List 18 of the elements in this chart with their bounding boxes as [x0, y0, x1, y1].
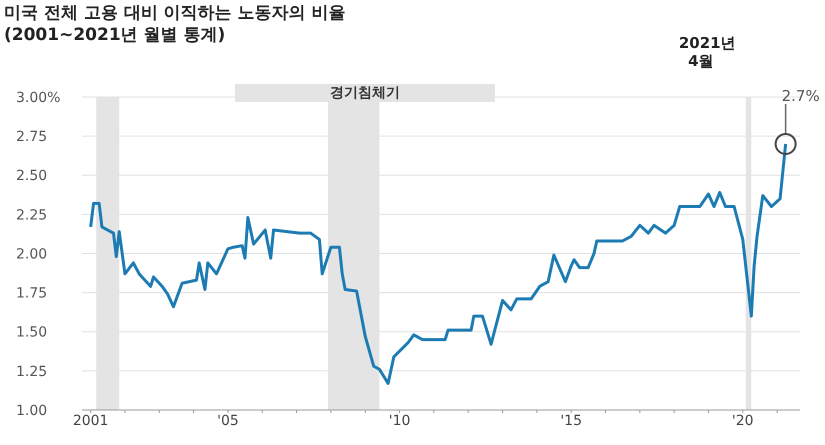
y-tick-label: 1.75	[16, 286, 48, 302]
x-tick-label: 2001	[72, 412, 108, 429]
y-tick-label: 2.50	[16, 168, 48, 184]
y-tick-label: 2.75	[16, 129, 48, 146]
chart-title: 미국 전체 고용 대비 이직하는 노동자의 비율	[4, 2, 346, 24]
y-tick-label: 1.25	[16, 364, 48, 380]
annotation: 2.7%	[782, 86, 820, 105]
y-tick-label: 1.50	[16, 324, 48, 341]
y-tick-label: 2.00	[16, 246, 48, 262]
chart-subtitle: (2001~2021년 월별 통계)	[4, 24, 226, 46]
y-tick-label: 2.25	[16, 207, 48, 224]
text: 2021년 4월	[678, 34, 736, 70]
y-tick-label: 3.00%	[16, 90, 60, 106]
x-tick-label: '15	[560, 412, 582, 429]
x-tick-label: '05	[217, 412, 239, 429]
x-tick-label: '20	[732, 412, 754, 429]
x-tick-label: '10	[388, 412, 410, 429]
y-tick-label: 1.00	[16, 402, 48, 419]
